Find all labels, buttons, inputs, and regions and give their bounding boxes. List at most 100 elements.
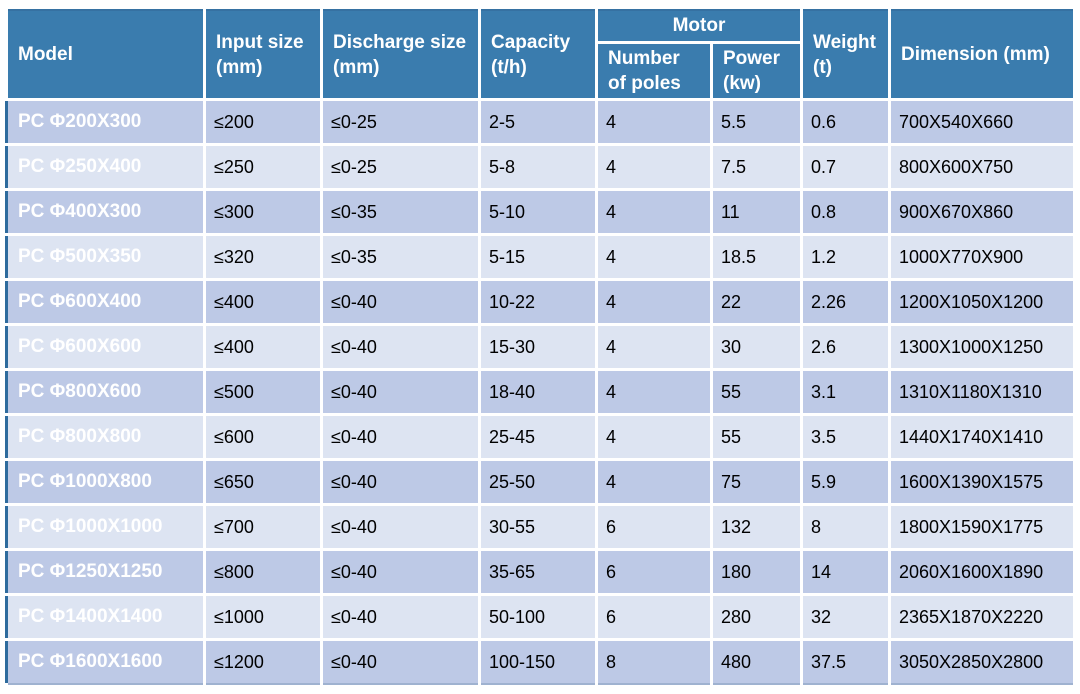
weight-cell: 0.8 [803, 191, 888, 234]
discharge-size-cell: ≤0-35 [323, 236, 478, 279]
capacity-cell: 5-10 [481, 191, 595, 234]
dimension-cell: 1000X770X900 [891, 236, 1073, 279]
poles-cell: 6 [598, 596, 710, 639]
weight-cell: 14 [803, 551, 888, 594]
header-model: Model [8, 11, 203, 99]
dimension-cell: 2365X1870X2220 [891, 596, 1073, 639]
spec-row: PC Φ400X300 ≤300 ≤0-35 5-10 4 11 0.8 900X670X86… [8, 191, 1073, 234]
spec-row: PC Φ1000X800 ≤650 ≤0-40 25-50 4 75 5.9 1600X139… [8, 461, 1073, 504]
input-size-cell: ≤600 [206, 416, 320, 459]
dimension-cell: 1440X1740X1410 [891, 416, 1073, 459]
model-cell: PC Φ800X800 [8, 416, 203, 459]
power-cell: 5.5 [713, 101, 800, 144]
weight-cell: 5.9 [803, 461, 888, 504]
power-cell: 75 [713, 461, 800, 504]
discharge-size-cell: ≤0-40 [323, 551, 478, 594]
weight-cell: 8 [803, 506, 888, 549]
model-cell: PC Φ250X400 [8, 146, 203, 189]
spec-row: PC Φ1600X1600 ≤1200 ≤0-40 100-150 8 480 37.5 30… [8, 641, 1073, 684]
dimension-cell: 1200X1050X1200 [891, 281, 1073, 324]
weight-cell: 32 [803, 596, 888, 639]
poles-cell: 4 [598, 101, 710, 144]
weight-cell: 3.5 [803, 416, 888, 459]
discharge-size-cell: ≤0-40 [323, 506, 478, 549]
input-size-cell: ≤500 [206, 371, 320, 414]
power-cell: 30 [713, 326, 800, 369]
discharge-size-cell: ≤0-40 [323, 461, 478, 504]
poles-cell: 4 [598, 146, 710, 189]
power-cell: 55 [713, 371, 800, 414]
poles-cell: 4 [598, 326, 710, 369]
input-size-cell: ≤700 [206, 506, 320, 549]
capacity-cell: 25-50 [481, 461, 595, 504]
spec-table: Model Input size (mm) Discharge size (mm… [5, 8, 1076, 687]
capacity-cell: 30-55 [481, 506, 595, 549]
model-cell: PC Φ500X350 [8, 236, 203, 279]
dimension-cell: 1800X1590X1775 [891, 506, 1073, 549]
header-dimension: Dimension (mm) [891, 11, 1073, 99]
dimension-cell: 800X600X750 [891, 146, 1073, 189]
capacity-cell: 2-5 [481, 101, 595, 144]
discharge-size-cell: ≤0-40 [323, 416, 478, 459]
discharge-size-cell: ≤0-40 [323, 596, 478, 639]
power-cell: 22 [713, 281, 800, 324]
capacity-cell: 5-15 [481, 236, 595, 279]
header-row-sub: Number of poles Power (kw) [8, 44, 1073, 99]
input-size-cell: ≤320 [206, 236, 320, 279]
input-size-cell: ≤800 [206, 551, 320, 594]
poles-cell: 4 [598, 416, 710, 459]
dimension-cell: 900X670X860 [891, 191, 1073, 234]
input-size-cell: ≤400 [206, 281, 320, 324]
model-cell: PC Φ200X300 [8, 101, 203, 144]
capacity-cell: 100-150 [481, 641, 595, 684]
model-cell: PC Φ1000X1000 [8, 506, 203, 549]
spec-row: PC Φ800X600 ≤500 ≤0-40 18-40 4 55 3.1 1310X1180… [8, 371, 1073, 414]
model-cell: PC Φ800X600 [8, 371, 203, 414]
header-input-size: Input size (mm) [206, 11, 320, 99]
discharge-size-cell: ≤0-40 [323, 281, 478, 324]
weight-cell: 3.1 [803, 371, 888, 414]
poles-cell: 6 [598, 551, 710, 594]
poles-cell: 8 [598, 641, 710, 684]
power-cell: 7.5 [713, 146, 800, 189]
input-size-cell: ≤1200 [206, 641, 320, 684]
capacity-cell: 18-40 [481, 371, 595, 414]
header-discharge-size: Discharge size (mm) [323, 11, 478, 99]
dimension-cell: 700X540X660 [891, 101, 1073, 144]
power-cell: 280 [713, 596, 800, 639]
capacity-cell: 5-8 [481, 146, 595, 189]
input-size-cell: ≤650 [206, 461, 320, 504]
spec-row: PC Φ500X350 ≤320 ≤0-35 5-15 4 18.5 1.2 1000X770… [8, 236, 1073, 279]
model-cell: PC Φ400X300 [8, 191, 203, 234]
dimension-cell: 1300X1000X1250 [891, 326, 1073, 369]
power-cell: 132 [713, 506, 800, 549]
weight-cell: 2.26 [803, 281, 888, 324]
discharge-size-cell: ≤0-40 [323, 326, 478, 369]
input-size-cell: ≤1000 [206, 596, 320, 639]
spec-row: PC Φ800X800 ≤600 ≤0-40 25-45 4 55 3.5 1440X1740… [8, 416, 1073, 459]
spec-row: PC Φ600X400 ≤400 ≤0-40 10-22 4 22 2.26 1200X105… [8, 281, 1073, 324]
header-weight: Weight (t) [803, 11, 888, 99]
dimension-cell: 2060X1600X1890 [891, 551, 1073, 594]
capacity-cell: 25-45 [481, 416, 595, 459]
input-size-cell: ≤300 [206, 191, 320, 234]
weight-cell: 37.5 [803, 641, 888, 684]
poles-cell: 4 [598, 461, 710, 504]
weight-cell: 2.6 [803, 326, 888, 369]
dimension-cell: 3050X2850X2800 [891, 641, 1073, 684]
power-cell: 11 [713, 191, 800, 234]
power-cell: 480 [713, 641, 800, 684]
discharge-size-cell: ≤0-25 [323, 146, 478, 189]
spec-table-header: Model Input size (mm) Discharge size (mm… [8, 11, 1073, 99]
header-row-top: Model Input size (mm) Discharge size (mm… [8, 11, 1073, 99]
header-motor: Motor [598, 11, 800, 41]
model-cell: PC Φ1400X1400 [8, 596, 203, 639]
discharge-size-cell: ≤0-40 [323, 371, 478, 414]
dimension-cell: 1310X1180X1310 [891, 371, 1073, 414]
spec-row: PC Φ1000X1000 ≤700 ≤0-40 30-55 6 132 8 1800X159… [8, 506, 1073, 549]
input-size-cell: ≤250 [206, 146, 320, 189]
spec-row: PC Φ1400X1400 ≤1000 ≤0-40 50-100 6 280 32 2365X… [8, 596, 1073, 639]
discharge-size-cell: ≤0-25 [323, 101, 478, 144]
header-number-of-poles: Number of poles [598, 44, 710, 99]
model-cell: PC Φ600X400 [8, 281, 203, 324]
